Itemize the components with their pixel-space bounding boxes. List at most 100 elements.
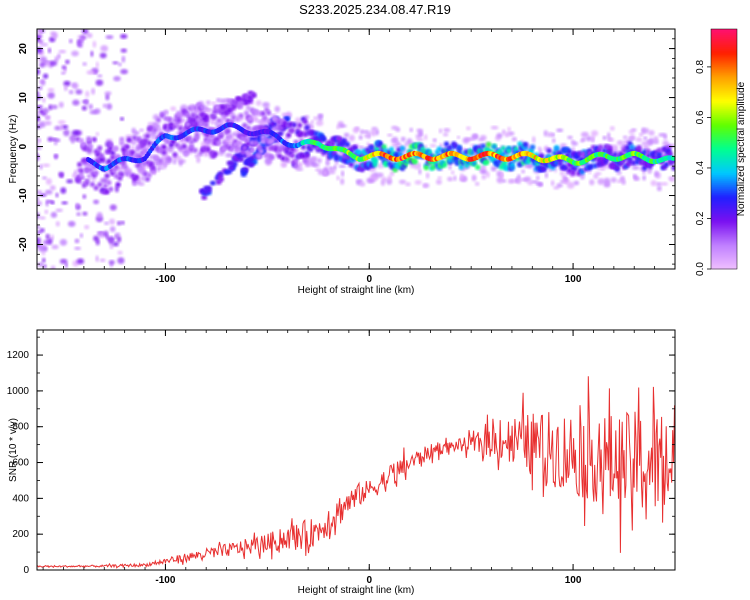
spectrum-noise-speckle bbox=[47, 47, 52, 54]
y-tick-label: 1200 bbox=[7, 350, 30, 361]
spectrum-ridge-halo bbox=[286, 132, 292, 138]
colorbar-swatch bbox=[711, 229, 737, 232]
spectrum-noise-speckle bbox=[37, 225, 41, 229]
colorbar-swatch bbox=[711, 115, 737, 118]
figure-title: S233.2025.234.08.47.R19 bbox=[299, 2, 451, 17]
spectrum-noise-speckle bbox=[170, 106, 177, 111]
spectrum-noise-speckle bbox=[206, 100, 211, 105]
spectrum-noise-speckle bbox=[72, 99, 80, 106]
spectrum-noise-speckle bbox=[54, 154, 58, 160]
spectrum-ridge-halo bbox=[377, 141, 384, 147]
spectrum-noise-speckle bbox=[66, 179, 74, 184]
spectrum-noise-speckle bbox=[377, 163, 385, 169]
spectrum-ridge-halo bbox=[188, 143, 195, 149]
spectrum-ridge-halo bbox=[266, 110, 272, 116]
spectrum-ridge-halo bbox=[86, 136, 92, 142]
colorbar-swatch bbox=[711, 193, 737, 196]
spectrum-noise-speckle bbox=[61, 65, 67, 70]
spectrum-noise-speckle bbox=[68, 90, 74, 95]
spectrum-noise-speckle bbox=[658, 133, 667, 137]
colorbar-swatch bbox=[711, 243, 737, 246]
spectrum-ridge-halo bbox=[135, 136, 141, 142]
colorbar-swatch bbox=[711, 207, 737, 210]
spectrum-noise-speckle bbox=[74, 238, 80, 244]
colorbar-swatch bbox=[711, 237, 737, 240]
spectrum-noise-speckle bbox=[176, 155, 182, 161]
colorbar-swatch bbox=[711, 45, 737, 48]
spectrum-noise-speckle bbox=[591, 134, 595, 142]
spectrum-noise-speckle bbox=[461, 147, 465, 153]
colorbar-swatch bbox=[711, 85, 737, 88]
spectrum-noise-speckle bbox=[71, 50, 79, 57]
colorbar: 0.0 0.2 0.4 0.6 0.8 Normalized spectral ampl… bbox=[695, 28, 747, 276]
spectrum-ridge-halo bbox=[291, 122, 297, 128]
spectrum-ridge-halo bbox=[78, 172, 84, 178]
spectrum-noise-speckle bbox=[643, 136, 648, 141]
spectrum-ridge-halo bbox=[297, 122, 303, 128]
spectrum-noise-speckle bbox=[311, 156, 318, 162]
colorbar-swatch bbox=[711, 77, 737, 80]
colorbar-swatch bbox=[711, 99, 737, 102]
spectrum-noise-speckle bbox=[216, 98, 221, 103]
spectrum-noise-speckle bbox=[429, 144, 437, 148]
spectrum-ridge-halo bbox=[522, 145, 529, 151]
spectrum-ridge-halo bbox=[509, 165, 516, 171]
colorbar-swatch bbox=[711, 79, 737, 82]
spectrum-noise-speckle bbox=[100, 177, 108, 184]
colorbar-swatch bbox=[711, 109, 737, 112]
spectrum-noise-speckle bbox=[556, 183, 563, 188]
spectrum-noise-speckle bbox=[391, 136, 399, 142]
spectrum-ridge-halo bbox=[238, 113, 244, 119]
spectrum-noise-speckle bbox=[112, 61, 119, 65]
spectrum-branch-blob bbox=[240, 172, 247, 178]
spectrum-noise-speckle bbox=[95, 61, 99, 69]
colorbar-swatch bbox=[711, 81, 737, 84]
spectrum-noise-speckle bbox=[297, 161, 303, 167]
x-tick-label: 0 bbox=[366, 575, 372, 586]
spectrum-noise-speckle bbox=[40, 79, 46, 86]
colorbar-swatch bbox=[711, 213, 737, 216]
spectrum-noise-speckle bbox=[451, 170, 455, 175]
spectrum-ridge-halo bbox=[78, 168, 84, 174]
spectrum-noise-speckle bbox=[602, 135, 607, 140]
spectrum-ridge-halo bbox=[554, 146, 560, 153]
spectrum-noise-speckle bbox=[619, 176, 624, 183]
spectrum-ridge-halo bbox=[88, 143, 94, 149]
spectrum-noise-speckle bbox=[109, 244, 114, 249]
spectrum-noise-speckle bbox=[196, 156, 201, 164]
spectrum-noise-speckle bbox=[317, 114, 323, 121]
spectrum-branch-blob bbox=[219, 104, 226, 110]
spectrum-noise-speckle bbox=[120, 48, 128, 53]
spectrum-noise-speckle bbox=[264, 157, 273, 165]
spectrum-noise-speckle bbox=[395, 141, 401, 147]
spectrum-noise-speckle bbox=[360, 129, 364, 135]
spectrum-ridge-halo bbox=[570, 170, 576, 176]
colorbar-swatch bbox=[711, 113, 737, 116]
y-tick-label: 10 bbox=[18, 92, 29, 104]
spectrum-ridge-halo bbox=[471, 160, 477, 166]
spectrum-noise-speckle bbox=[387, 175, 392, 181]
spectrum-noise-speckle bbox=[108, 238, 114, 245]
spectrum-ridge-halo bbox=[80, 141, 86, 147]
spectrum-noise-speckle bbox=[99, 52, 107, 59]
spectrum-noise-speckle bbox=[53, 140, 58, 146]
colorbar-swatch bbox=[711, 43, 737, 46]
spectrum-noise-speckle bbox=[511, 137, 517, 142]
spectrum-ridge-halo bbox=[229, 146, 235, 152]
spectrum-noise-speckle bbox=[325, 159, 330, 166]
spectrum-noise-speckle bbox=[641, 141, 650, 146]
spectrum-ridge-core bbox=[671, 155, 675, 161]
spectrum-noise-speckle bbox=[490, 125, 499, 130]
y-tick-label: 200 bbox=[12, 529, 29, 540]
spectrum-noise-speckle bbox=[50, 211, 58, 218]
spectrum-noise-speckle bbox=[155, 127, 163, 132]
colorbar-swatch bbox=[711, 215, 737, 218]
spectrum-noise-speckle bbox=[295, 167, 304, 171]
colorbar-tick-label: 0.4 bbox=[695, 161, 706, 175]
spectrum-noise-speckle bbox=[63, 85, 68, 91]
spectrum-ridge-halo bbox=[245, 150, 251, 157]
spectrum-ridge-halo bbox=[249, 140, 255, 146]
colorbar-swatch bbox=[711, 29, 737, 32]
spectrum-ridge-halo bbox=[607, 150, 613, 156]
